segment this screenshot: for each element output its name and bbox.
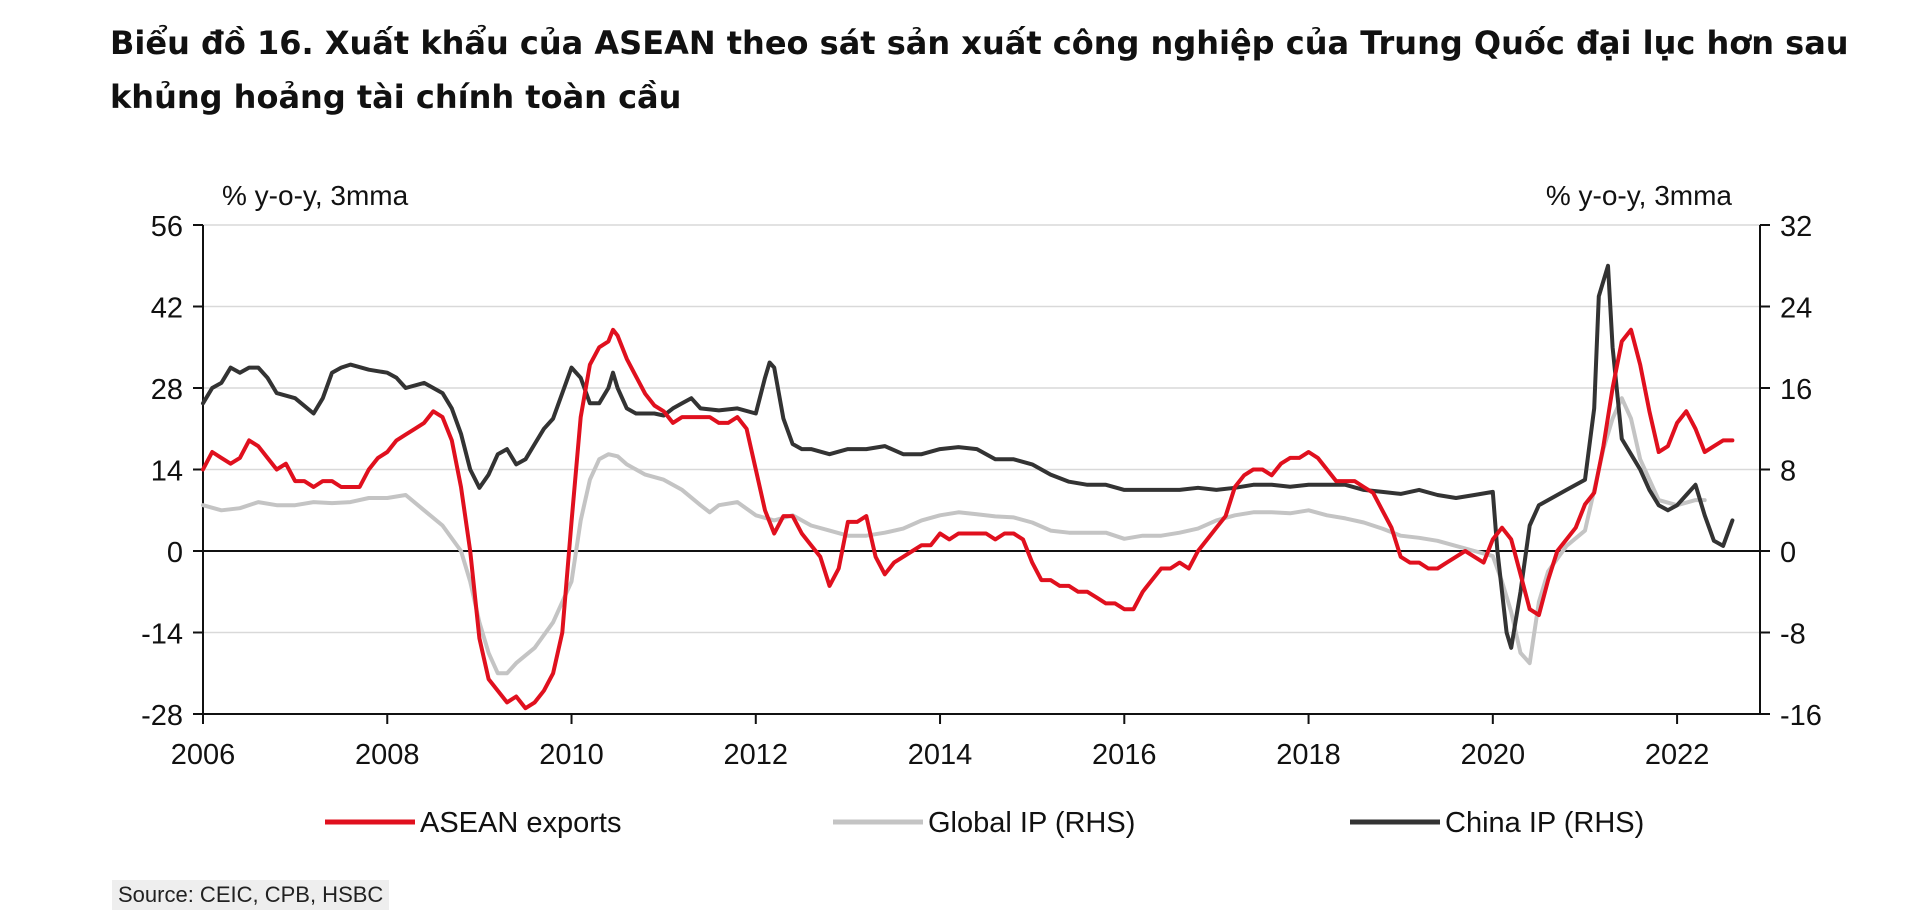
legend-label-1: Global IP (RHS) (928, 807, 1135, 839)
x-tick-label: 2018 (1276, 739, 1341, 771)
y-tick-label-right: -8 (1780, 619, 1806, 651)
legend-label-0: ASEAN exports (420, 807, 621, 839)
axes: 56 42 28 14 0 -14 -28 32 24 16 8 0 -8 -16 2006 2008 2010… (141, 180, 1822, 771)
legend: ASEAN exports Global IP (RHS) China IP (RH… (325, 807, 1644, 839)
series-line-2 (201, 263, 1735, 650)
right-axis-label: % y-o-y, 3mma (1546, 180, 1733, 211)
x-tick-label: 2014 (908, 739, 973, 771)
y-tick-label-left: 28 (151, 374, 183, 406)
series-lines (201, 263, 1735, 711)
chart-title: Biểu đồ 16. Xuất khẩu của ASEAN theo sát… (110, 24, 1849, 116)
y-tick-label-right: -16 (1780, 700, 1822, 732)
y-tick-label-right: 8 (1780, 456, 1796, 488)
y-tick-label-left: 14 (151, 456, 183, 488)
series-line-0 (201, 327, 1735, 711)
y-tick-label-right: 32 (1780, 211, 1812, 243)
x-tick-label: 2012 (724, 739, 789, 771)
x-tick-label: 2006 (171, 739, 236, 771)
left-axis-label: % y-o-y, 3mma (222, 180, 409, 211)
grid (203, 224, 1760, 715)
y-tick-label-right: 24 (1780, 293, 1812, 325)
y-tick-label-left: 56 (151, 211, 183, 243)
y-tick-label-left: 42 (151, 293, 183, 325)
x-tick-label: 2010 (539, 739, 604, 771)
x-tick-label: 2016 (1092, 739, 1157, 771)
source-note: Source: CEIC, CPB, HSBC (112, 880, 390, 910)
x-tick-label: 2020 (1461, 739, 1526, 771)
y-tick-label-right: 16 (1780, 374, 1812, 406)
y-tick-label-right: 0 (1780, 537, 1796, 569)
y-tick-label-left: 0 (167, 537, 183, 569)
y-tick-label-left: -14 (141, 619, 183, 651)
y-tick-label-left: -28 (141, 700, 183, 732)
legend-label-2: China IP (RHS) (1445, 807, 1644, 839)
x-tick-label: 2022 (1645, 739, 1710, 771)
x-tick-label: 2008 (355, 739, 420, 771)
